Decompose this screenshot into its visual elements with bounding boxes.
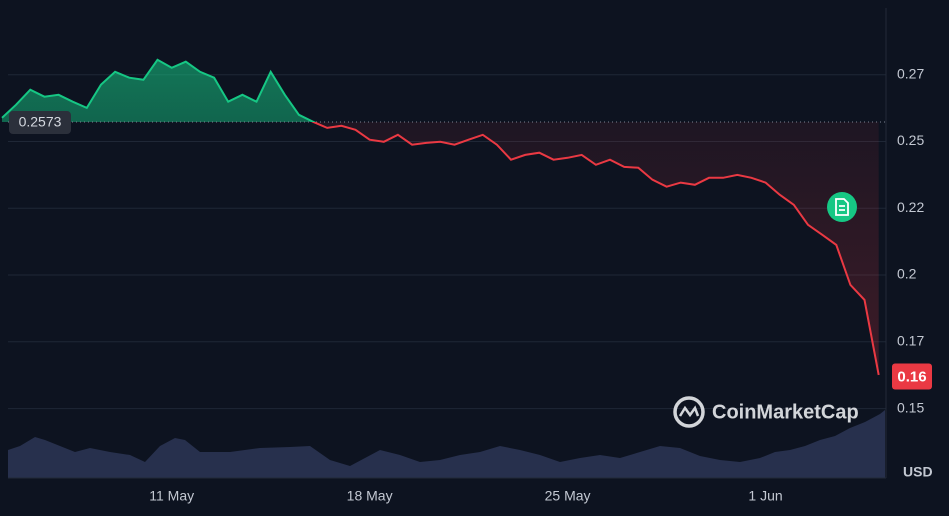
price-line-down <box>311 122 880 376</box>
y-tick-label: 0.25 <box>897 132 924 148</box>
x-tick-label: 11 May <box>149 488 194 504</box>
watermark: CoinMarketCap <box>673 396 859 428</box>
note-icon[interactable] <box>827 192 857 222</box>
y-tick-label: 0.15 <box>897 399 924 415</box>
x-tick-label: 1 Jun <box>748 488 782 504</box>
price-line-up <box>1 58 317 123</box>
y-tick-label: 0.27 <box>897 65 924 81</box>
baseline-label: 0.2573 <box>19 114 62 130</box>
watermark-logo <box>673 396 705 428</box>
area-down <box>313 122 879 375</box>
y-tick-label: 0.2 <box>897 266 917 282</box>
x-tick-label: 25 May <box>545 488 591 504</box>
x-tick-label: 18 May <box>347 488 393 504</box>
note-icon-bg[interactable] <box>827 192 857 222</box>
plot: 0.2573 <box>1 58 886 376</box>
watermark-logo <box>678 405 700 418</box>
y-tick-label: 0.22 <box>897 199 924 215</box>
area-up <box>2 59 879 123</box>
baseline-label-bg <box>9 111 71 135</box>
current-price-tag <box>892 363 932 390</box>
unit-label: USD <box>903 464 933 480</box>
note-icon-glyph[interactable] <box>835 198 849 216</box>
watermark-text: CoinMarketCap <box>712 401 859 423</box>
y-tick-label: 0.17 <box>897 333 924 349</box>
current-price-label: 0.16 <box>897 368 926 385</box>
volume-area <box>8 410 885 478</box>
